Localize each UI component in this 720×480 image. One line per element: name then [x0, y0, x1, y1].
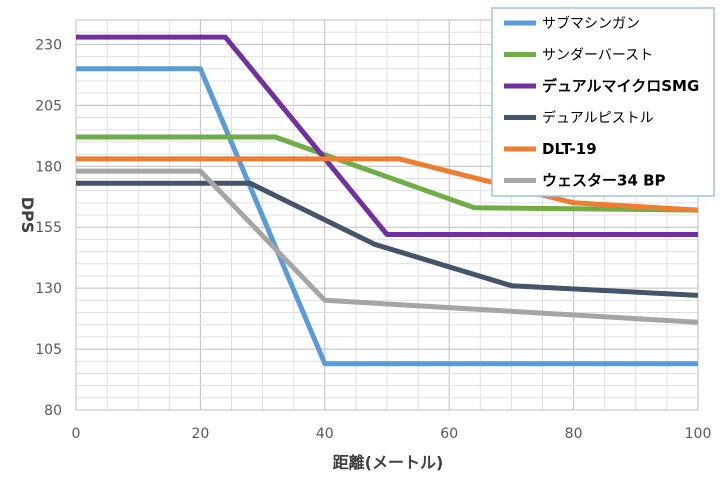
y-tick-label: 155 [35, 220, 62, 236]
y-tick-label: 105 [35, 342, 62, 358]
y-tick-labels: 80 105 130 155 180 205 230 [35, 37, 62, 419]
y-tick-label: 230 [35, 37, 62, 53]
series-line [76, 168, 699, 325]
x-axis-title: 距離(メートル) [333, 453, 444, 472]
x-tick-label: 40 [316, 426, 334, 442]
y-axis-title: DPS [18, 197, 37, 234]
legend-label: サブマシンガン [542, 15, 640, 32]
legend-label: デュアルマイクロSMG [542, 77, 699, 95]
legend-label: サンダーバースト [542, 48, 653, 64]
x-tick-labels: 0 20 40 60 80 100 [72, 426, 712, 442]
series-lines [76, 34, 699, 367]
series-line [76, 134, 699, 213]
plot-border [75, 19, 699, 411]
x-tick-label: 0 [72, 426, 81, 442]
x-tick-label: 20 [191, 426, 209, 442]
legend-label: デュアルピストル [542, 110, 654, 127]
y-tick-label: 180 [35, 159, 62, 175]
series-line [76, 156, 699, 213]
x-tick-label: 100 [685, 426, 712, 442]
y-tick-label: 130 [35, 281, 62, 297]
series-line [76, 66, 698, 367]
legend-label: DLT-19 [542, 140, 597, 158]
x-tick-label: 80 [565, 426, 583, 442]
series-line [76, 180, 699, 298]
x-tick-label: 60 [440, 426, 458, 442]
series-line [76, 34, 698, 237]
y-tick-label: 205 [35, 98, 62, 114]
legend-box [491, 7, 715, 197]
y-tick-label: 80 [44, 403, 62, 419]
legend-label: ウェスター34 BP [542, 172, 666, 190]
